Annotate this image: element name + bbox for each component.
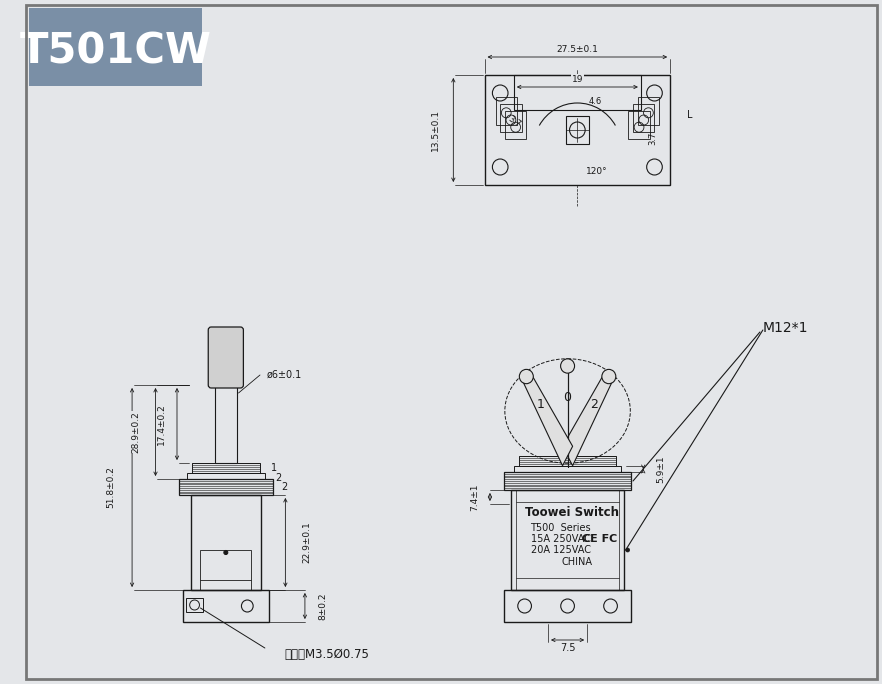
Bar xyxy=(633,104,654,132)
Text: 7.5: 7.5 xyxy=(560,643,575,653)
Text: 0: 0 xyxy=(564,391,572,404)
Bar xyxy=(516,578,619,590)
Text: 1: 1 xyxy=(271,463,277,473)
Text: 51.8±0.2: 51.8±0.2 xyxy=(106,466,115,508)
Bar xyxy=(519,456,617,466)
Circle shape xyxy=(625,548,630,552)
Text: 15A 250VAC: 15A 250VAC xyxy=(531,534,591,544)
Circle shape xyxy=(224,551,228,555)
Text: 5.9±1: 5.9±1 xyxy=(656,455,665,483)
Bar xyxy=(638,97,659,124)
Bar xyxy=(512,490,624,590)
Text: 螺纹为M3.5Ø0.75: 螺纹为M3.5Ø0.75 xyxy=(284,648,370,661)
Bar xyxy=(484,75,670,185)
Bar xyxy=(187,473,265,479)
Bar xyxy=(505,472,631,490)
Text: 20A 125VAC: 20A 125VAC xyxy=(531,545,591,555)
Bar xyxy=(505,590,631,622)
Text: 3.7: 3.7 xyxy=(505,114,522,129)
Circle shape xyxy=(519,369,534,384)
Text: ø6±0.1: ø6±0.1 xyxy=(266,370,302,380)
Bar xyxy=(179,479,273,495)
Bar xyxy=(28,8,202,86)
Bar xyxy=(496,97,517,124)
Text: 19: 19 xyxy=(572,75,583,83)
Text: CHINA: CHINA xyxy=(562,557,593,567)
Bar xyxy=(514,466,621,472)
Text: M12*1: M12*1 xyxy=(763,321,809,335)
Text: 7.4±1: 7.4±1 xyxy=(470,484,479,511)
Text: T500  Series: T500 Series xyxy=(530,523,591,533)
Bar xyxy=(200,550,251,580)
Text: 8±0.2: 8±0.2 xyxy=(318,592,327,620)
Bar xyxy=(183,590,269,622)
Text: T501CW: T501CW xyxy=(19,31,212,73)
Text: L: L xyxy=(687,110,692,120)
Bar xyxy=(215,385,236,463)
Polygon shape xyxy=(523,371,572,466)
Circle shape xyxy=(561,359,574,373)
Text: 1: 1 xyxy=(537,398,545,411)
Bar xyxy=(514,75,641,110)
Bar xyxy=(186,598,204,612)
Bar xyxy=(191,463,260,473)
Bar xyxy=(500,104,521,132)
Text: 2: 2 xyxy=(281,482,288,492)
Bar xyxy=(505,111,527,140)
Text: 13.5±0.1: 13.5±0.1 xyxy=(431,109,440,151)
Bar xyxy=(565,116,589,144)
Bar xyxy=(191,495,261,590)
Text: 22.9±0.1: 22.9±0.1 xyxy=(303,522,311,564)
Text: 2: 2 xyxy=(275,473,281,483)
Text: 120°: 120° xyxy=(586,168,608,176)
Text: CE FC: CE FC xyxy=(582,534,617,544)
Text: Toowei Switch: Toowei Switch xyxy=(526,505,619,518)
Bar xyxy=(516,490,619,502)
Polygon shape xyxy=(563,371,612,466)
Text: 4.6: 4.6 xyxy=(588,96,602,105)
Text: 27.5±0.1: 27.5±0.1 xyxy=(557,44,598,53)
FancyBboxPatch shape xyxy=(208,327,243,388)
Text: 28.9±0.2: 28.9±0.2 xyxy=(131,411,140,453)
Text: 17.4±0.2: 17.4±0.2 xyxy=(157,403,166,445)
Text: 2: 2 xyxy=(590,398,598,411)
Bar xyxy=(628,111,650,140)
Circle shape xyxy=(602,369,616,384)
Text: 3.7: 3.7 xyxy=(648,131,657,145)
